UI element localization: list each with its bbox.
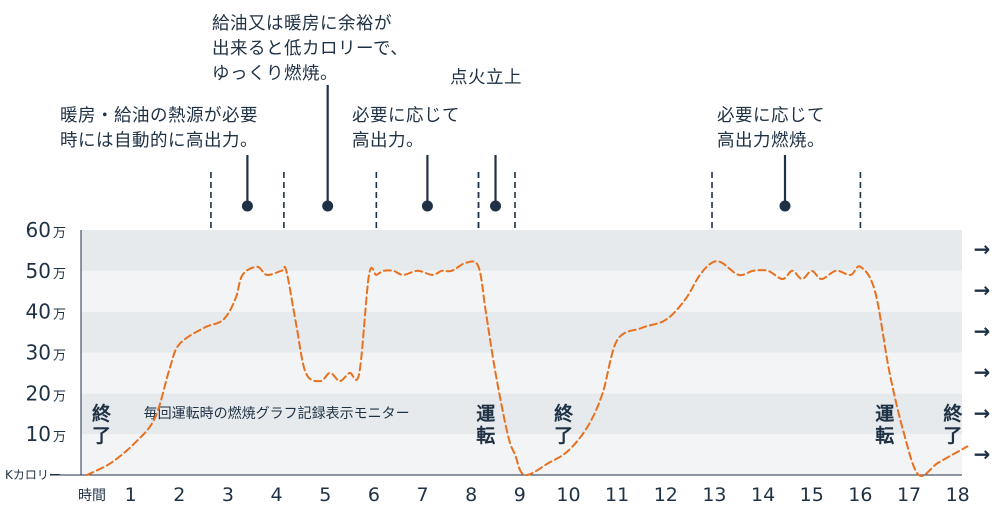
annotation-line: 高出力燃焼。 xyxy=(717,131,825,151)
annotation-line: 点火立上 xyxy=(450,68,522,88)
annotation-line: 出来ると低カロリーで、 xyxy=(212,39,409,59)
grid-band xyxy=(81,352,962,394)
state-label: 終 xyxy=(943,402,963,425)
marker-dot xyxy=(322,200,334,212)
grid-band xyxy=(81,434,962,475)
annotation-text: 点火立上 xyxy=(450,66,522,91)
right-arrow: → xyxy=(974,442,991,466)
marker-dot xyxy=(421,200,433,212)
y-axis-label: Kカロリー xyxy=(5,468,61,482)
x-tick-label: 14 xyxy=(751,484,775,506)
y-tick-label: 20 万 xyxy=(26,381,66,405)
x-axis-label: 時間 xyxy=(78,488,106,504)
grid-band xyxy=(81,311,962,353)
annotation-text: 暖房・給油の熱源が必要 時には自動的に高出力。 xyxy=(60,104,258,154)
x-tick-label: 7 xyxy=(417,484,429,506)
annotation-line: 時には自動的に高出力。 xyxy=(60,131,258,151)
annotation-text: 給油又は暖房に余裕が 出来ると低カロリーで、 ゆっくり燃焼。 xyxy=(212,12,408,87)
x-tick-label: 15 xyxy=(800,484,824,506)
x-tick-label: 16 xyxy=(848,484,872,506)
marker-dot xyxy=(779,200,791,212)
x-tick-label: 9 xyxy=(514,484,526,506)
x-tick-label: 13 xyxy=(702,484,726,506)
y-tick-label: 10 万 xyxy=(26,422,66,446)
right-arrow: → xyxy=(974,360,991,384)
grid-band xyxy=(81,230,962,271)
chart-title: 毎回運転時の燃焼グラフ記録表示モニター xyxy=(144,405,410,422)
annotation-line: 高出力。 xyxy=(352,131,424,151)
y-tick-label: 50 万 xyxy=(26,259,66,283)
x-tick-label: 6 xyxy=(368,484,380,506)
x-tick-label: 8 xyxy=(465,484,477,506)
marker-dot xyxy=(490,200,502,212)
grid-band xyxy=(81,270,962,312)
marker-dot xyxy=(241,200,253,212)
x-tick-label: 3 xyxy=(222,484,234,506)
combustion-curve xyxy=(85,260,969,478)
state-label: 終 xyxy=(554,402,574,425)
state-label: 運 xyxy=(875,403,894,425)
annotation-text: 必要に応じて 高出力。 xyxy=(352,104,460,154)
grid-band xyxy=(81,393,962,435)
right-arrow: → xyxy=(974,278,991,302)
x-tick-label: 17 xyxy=(897,484,921,506)
state-label: 運 xyxy=(476,403,495,425)
state-label: 転 xyxy=(476,425,495,447)
x-tick-label: 18 xyxy=(946,484,970,506)
right-arrow: → xyxy=(974,237,991,261)
right-arrow: → xyxy=(974,401,991,425)
x-tick-label: 11 xyxy=(605,484,629,506)
state-label: 転 xyxy=(875,425,894,447)
x-tick-label: 4 xyxy=(271,484,283,506)
x-tick-label: 2 xyxy=(173,484,185,506)
right-arrow: → xyxy=(974,319,991,343)
annotation-line: 暖房・給油の熱源が必要 xyxy=(60,106,258,126)
y-tick-label: 30 万 xyxy=(26,341,66,365)
state-label: 終 xyxy=(92,402,112,425)
y-tick-label: 40 万 xyxy=(26,300,66,324)
annotation-line: 給油又は暖房に余裕が xyxy=(212,14,392,34)
x-tick-label: 1 xyxy=(125,484,137,506)
annotation-text: 必要に応じて 高出力燃焼。 xyxy=(717,104,825,154)
state-label: 了 xyxy=(943,425,962,447)
annotation-line: 必要に応じて xyxy=(352,106,460,126)
annotation-line: 必要に応じて xyxy=(717,106,825,126)
x-tick-label: 10 xyxy=(556,484,580,506)
x-tick-label: 12 xyxy=(654,484,678,506)
annotation-line: ゆっくり燃焼。 xyxy=(212,64,338,84)
state-label: 了 xyxy=(554,425,573,447)
y-tick-label: 60 万 xyxy=(26,218,66,242)
x-tick-label: 5 xyxy=(319,484,331,506)
state-label: 了 xyxy=(92,425,111,447)
